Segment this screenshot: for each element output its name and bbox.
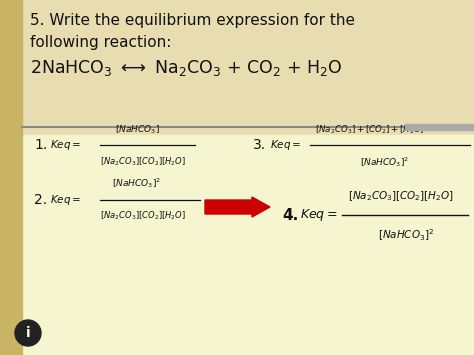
Text: $\it{[NaHCO_3]^2}$: $\it{[NaHCO_3]^2}$ bbox=[112, 176, 161, 190]
Circle shape bbox=[15, 320, 41, 346]
Text: 1.: 1. bbox=[34, 138, 47, 152]
Text: 2NaHCO$_3$ $\longleftrightarrow$ Na$_2$CO$_3$ + CO$_2$ + H$_2$O: 2NaHCO$_3$ $\longleftrightarrow$ Na$_2$C… bbox=[30, 58, 343, 78]
Text: $\it{Keq}=$: $\it{Keq}=$ bbox=[50, 138, 82, 152]
Text: $\it{Keq}=$: $\it{Keq}=$ bbox=[50, 193, 82, 207]
Bar bbox=[0, 135, 474, 355]
Text: $\it{[Na_2CO_3][CO_2][H_2O]}$: $\it{[Na_2CO_3][CO_2][H_2O]}$ bbox=[100, 210, 186, 223]
Text: $\it{[Na_2CO_3][CO_2][H_2O]}$: $\it{[Na_2CO_3][CO_2][H_2O]}$ bbox=[100, 155, 186, 168]
Text: $\it{[NaHCO_3]^2}$: $\it{[NaHCO_3]^2}$ bbox=[360, 155, 409, 169]
Text: 5. Write the equilibrium expression for the: 5. Write the equilibrium expression for … bbox=[30, 13, 355, 28]
Text: 3.: 3. bbox=[253, 138, 266, 152]
Text: 2.: 2. bbox=[34, 193, 47, 207]
Text: $\it{[NaHCO_3]^2}$: $\it{[NaHCO_3]^2}$ bbox=[378, 227, 434, 242]
Text: following reaction:: following reaction: bbox=[30, 35, 172, 50]
Bar bbox=[0, 0, 474, 135]
Text: $\it{Keq}=$: $\it{Keq}=$ bbox=[300, 207, 337, 223]
Text: $\it{[NaHCO_3]}$: $\it{[NaHCO_3]}$ bbox=[115, 124, 160, 136]
Bar bbox=[0, 0, 22, 355]
Text: i: i bbox=[26, 326, 30, 340]
Text: 4.: 4. bbox=[282, 208, 298, 223]
Text: $\it{[Na_2CO_3][CO_2][H_2O]}$: $\it{[Na_2CO_3][CO_2][H_2O]}$ bbox=[348, 189, 454, 203]
Bar bbox=[405, 124, 474, 130]
Text: $\it{Keq}=$: $\it{Keq}=$ bbox=[270, 138, 301, 152]
FancyArrow shape bbox=[205, 197, 270, 217]
Text: $\it{[Na_2CO_3]+[CO_2]+[H_2O]}$: $\it{[Na_2CO_3]+[CO_2]+[H_2O]}$ bbox=[315, 124, 425, 136]
